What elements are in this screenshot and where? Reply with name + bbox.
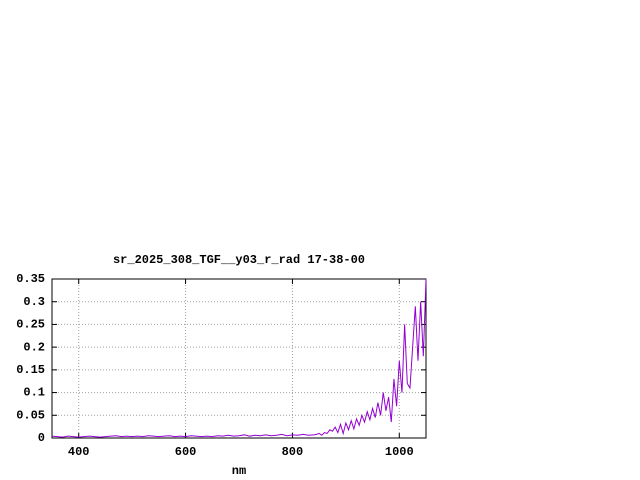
x-tick-label: 600 [175,445,197,459]
y-tick-label: 0.35 [16,272,45,286]
y-tick-label: 0.15 [16,363,45,377]
chart-title: sr_2025_308_TGF__y03_r_rad 17-38-00 [113,253,365,267]
x-tick-label: 400 [68,445,90,459]
y-tick-label: 0.05 [16,408,45,422]
y-tick-label: 0.2 [23,340,45,354]
y-tick-label: 0.25 [16,318,45,332]
x-tick-label: 1000 [385,445,414,459]
data-line [51,278,427,438]
plot-frame [51,278,427,439]
x-axis-label: nm [232,464,246,478]
y-tick-label: 0.1 [23,386,45,400]
x-tick-label: 800 [282,445,304,459]
y-tick-label: 0 [38,431,45,445]
y-tick-label: 0.3 [23,295,45,309]
